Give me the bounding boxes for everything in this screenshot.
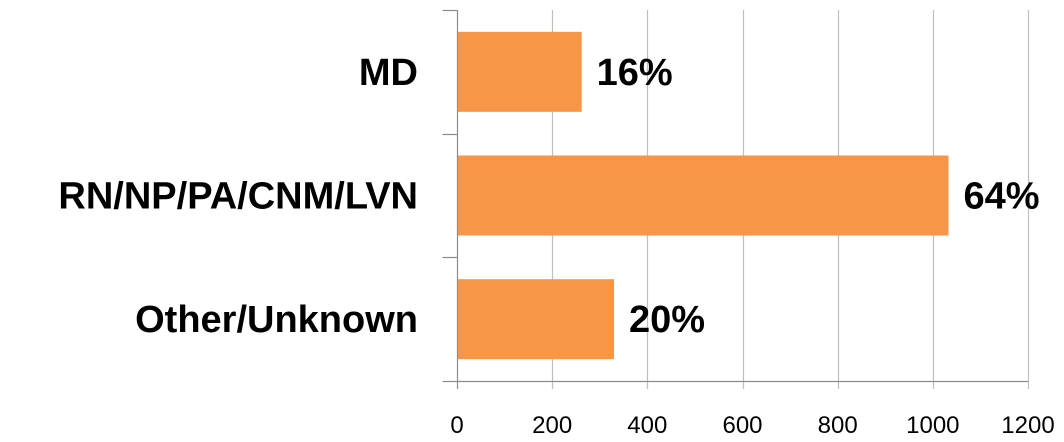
data-label: 20% (629, 299, 705, 341)
x-tick-label: 600 (722, 412, 762, 439)
data-labels: 16% 64% 20% (597, 52, 1040, 341)
x-tick-labels: 0 200 400 600 800 1000 1200 (450, 412, 1054, 439)
x-tick-label: 200 (532, 412, 572, 439)
axes (442, 9, 1028, 389)
bar (458, 31, 582, 112)
category-label: Other/Unknown (135, 299, 418, 341)
bar (458, 155, 949, 236)
x-tick-label: 0 (450, 412, 463, 439)
category-labels: MD RN/NP/PA/CNM/LVN Other/Unknown (58, 52, 418, 341)
x-tick-label: 400 (627, 412, 667, 439)
x-tick-label: 1200 (1001, 412, 1054, 439)
category-label: RN/NP/PA/CNM/LVN (58, 176, 418, 218)
bar (458, 279, 615, 360)
data-label: 16% (597, 52, 673, 94)
category-label: MD (359, 52, 418, 94)
x-tick-label: 800 (818, 412, 858, 439)
data-label: 64% (964, 176, 1040, 218)
bars (458, 31, 949, 360)
x-tick-label: 1000 (906, 412, 959, 439)
